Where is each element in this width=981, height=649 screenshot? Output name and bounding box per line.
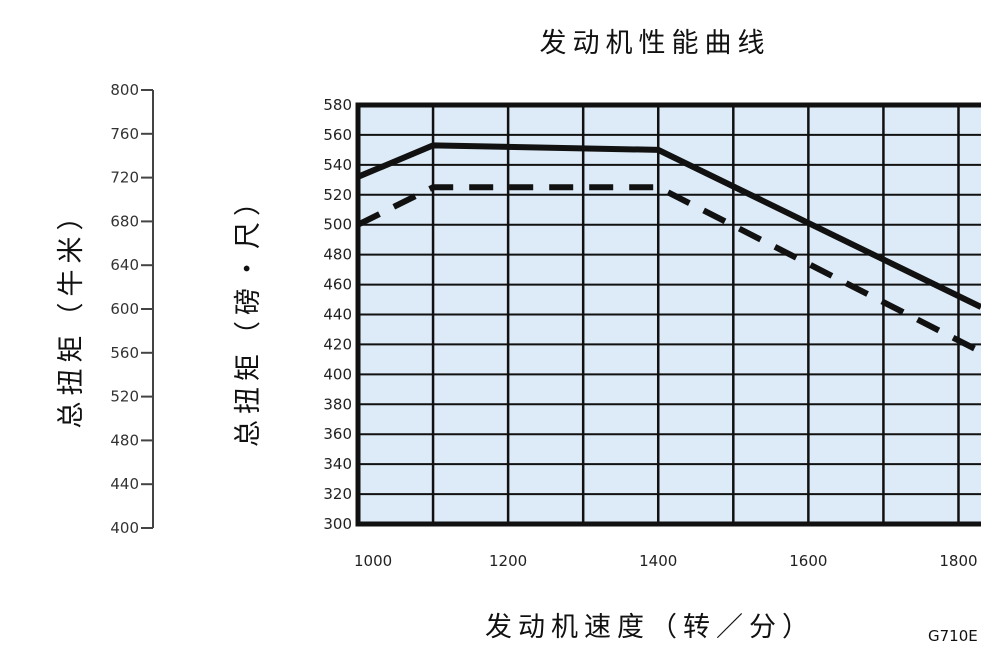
y-tick-label: 300 (323, 515, 352, 533)
secondary-y-tick-label: 640 (110, 256, 139, 274)
y-tick-label: 560 (323, 126, 352, 144)
y-tick-label: 440 (323, 306, 352, 324)
y-tick-label: 340 (323, 455, 352, 473)
plot-frame (355, 102, 981, 527)
secondary-y-tick-label: 760 (110, 125, 139, 143)
x-tick-label: 1400 (639, 552, 677, 570)
secondary-y-axis: 400 440 480 520 560 600 640 680 720 760 800 (110, 81, 154, 537)
x-tick-label: 1600 (789, 552, 827, 570)
series-group (356, 142, 981, 355)
y-tick-label: 500 (323, 216, 352, 234)
y-tick-label: 320 (323, 485, 352, 503)
y-tick-label: 360 (323, 425, 352, 443)
y-tick-label: 540 (323, 156, 352, 174)
y-tick-label: 380 (323, 395, 352, 413)
y-tick-label: 580 (323, 96, 352, 114)
series-dashed-line (356, 184, 981, 355)
x-tick-label: 1800 (939, 552, 977, 570)
secondary-y-tick-label: 440 (110, 475, 139, 493)
y-tick-label: 460 (323, 276, 352, 294)
y-axis-title: 总扭矩（磅・尺） (233, 183, 264, 447)
x-axis-title: 发动机速度（转／分） (485, 612, 815, 643)
horizontal-gridlines (358, 133, 981, 496)
figure-code: G710E (928, 627, 978, 645)
x-tick-labels: 1000 1200 1400 1600 1800 (354, 552, 978, 570)
series-solid-line (356, 142, 981, 310)
y-tick-labels: 300 320 340 360 380 400 420 440 460 480 500 520 540 5… (323, 96, 352, 533)
y-tick-label: 420 (323, 335, 352, 353)
x-tick-label: 1000 (354, 552, 392, 570)
secondary-y-tick-label: 720 (110, 169, 139, 187)
secondary-y-tick-label: 680 (110, 212, 139, 230)
secondary-y-tick-label: 800 (110, 81, 139, 99)
y-tick-label: 520 (323, 186, 352, 204)
secondary-y-tick-label: 480 (110, 431, 139, 449)
secondary-y-axis-title: 总扭矩（牛米） (56, 198, 87, 429)
secondary-y-tick-label: 560 (110, 344, 139, 362)
chart-title: 发动机性能曲线 (540, 28, 771, 59)
secondary-y-tick-label: 600 (110, 300, 139, 318)
x-tick-label: 1200 (489, 552, 527, 570)
secondary-y-tick-label: 400 (110, 519, 139, 537)
y-tick-label: 480 (323, 246, 352, 264)
secondary-y-tick-label: 520 (110, 388, 139, 406)
y-tick-label: 400 (323, 365, 352, 383)
